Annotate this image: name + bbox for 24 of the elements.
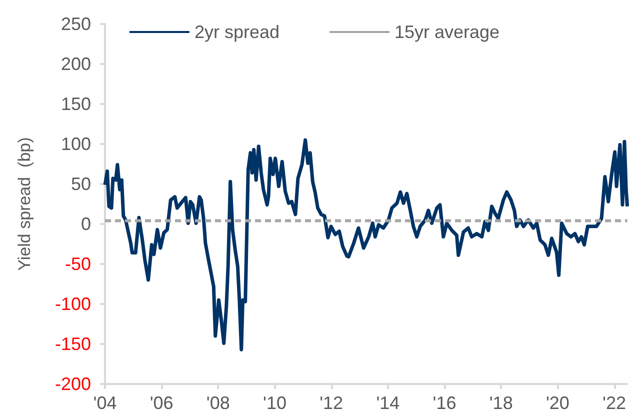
y-tick-label: -50 [64,254,91,274]
y-tick-label: 200 [60,54,91,74]
x-tick-label: '08 [206,393,230,413]
y-tick-label: -200 [54,374,91,394]
y-tick-label: 0 [80,214,91,234]
legend-label: 2yr spread [194,22,280,42]
x-tick-label: '10 [263,393,286,413]
x-tick-label: '16 [432,393,456,413]
y-tick-label: 150 [60,94,91,114]
x-tick-label: '12 [320,393,344,413]
y-tick-label: -150 [54,334,91,354]
x-tick-label: '22 [602,393,626,413]
x-tick-label: '04 [93,393,117,413]
x-tick-label: '14 [376,393,400,413]
y-tick-label: 50 [70,174,91,194]
y-tick-label: 250 [60,14,91,34]
y-axis-title: Yield spread (bp) [15,137,34,271]
x-tick-label: '06 [150,393,174,413]
y-tick-label: 100 [60,134,91,154]
y-tick-label: -100 [54,294,91,314]
legend-label: 15yr average [394,22,500,42]
x-tick-label: '20 [546,393,570,413]
x-tick-label: '18 [489,393,513,413]
line-series [103,138,629,352]
